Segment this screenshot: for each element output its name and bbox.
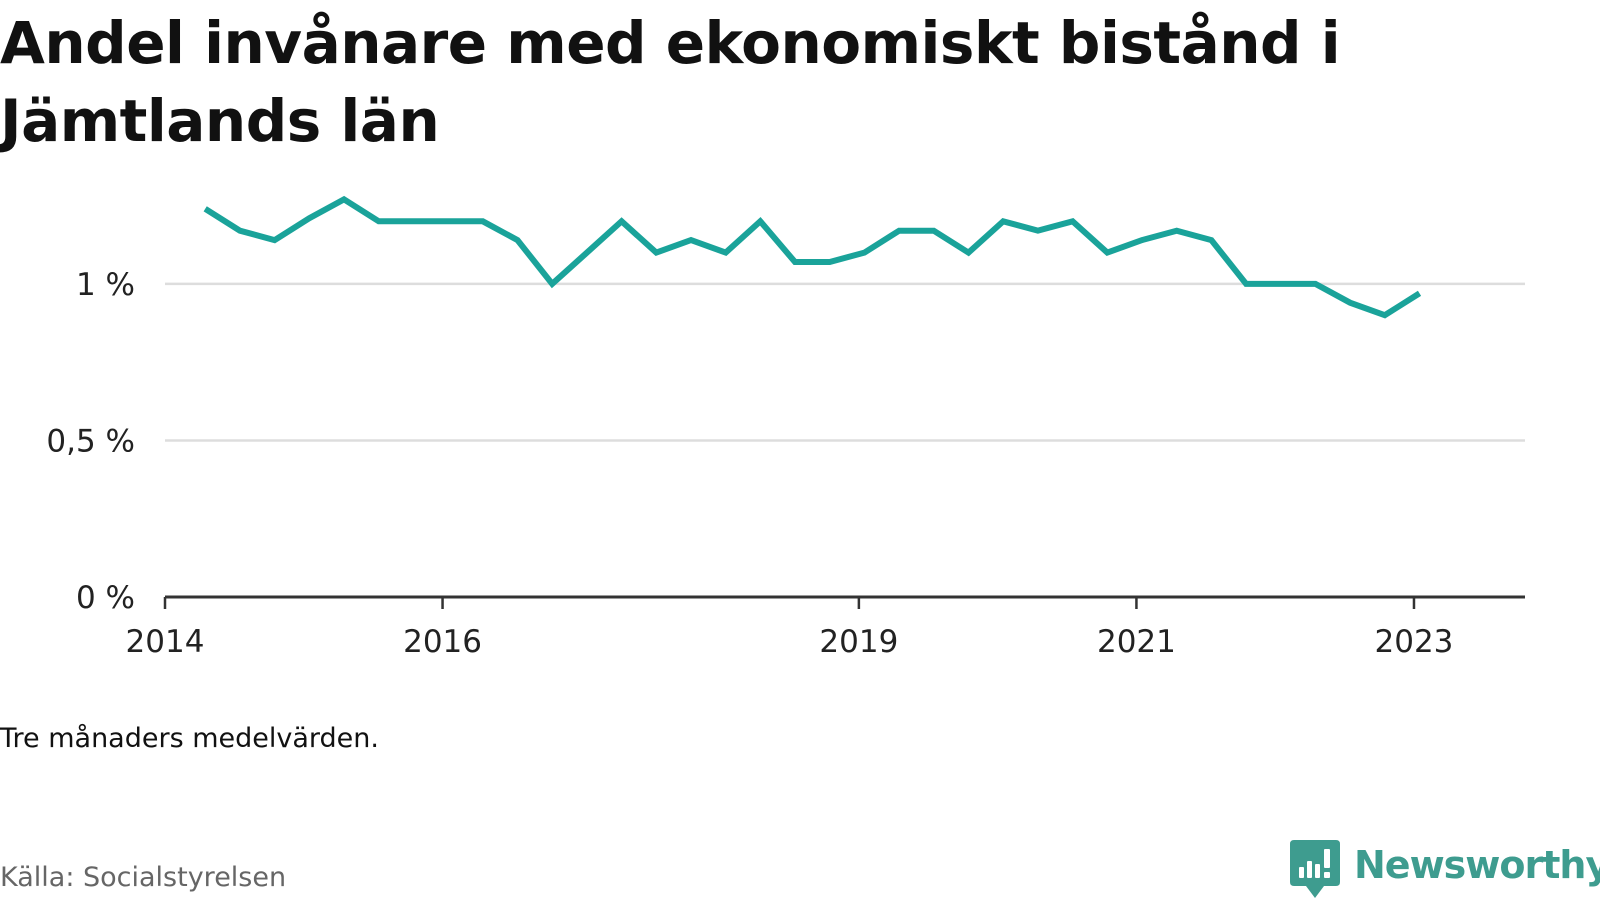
series-line bbox=[203, 195, 1422, 319]
x-tick-label: 2016 bbox=[403, 624, 482, 660]
chart-title: Andel invånare med ekonomiskt bistånd i … bbox=[0, 9, 1341, 155]
x-tick-label: 2014 bbox=[126, 624, 205, 660]
source-credit: Källa: Socialstyrelsen bbox=[0, 862, 287, 893]
grid-lines bbox=[165, 282, 1525, 442]
y-tick-label: 1 % bbox=[76, 267, 135, 303]
x-tick-label: 2019 bbox=[819, 624, 898, 660]
logo-text: Newsworthy bbox=[1354, 843, 1600, 887]
newsworthy-logo-icon bbox=[1290, 840, 1340, 898]
y-tick-label: 0,5 % bbox=[46, 423, 135, 459]
newsworthy-logo: Newsworthy bbox=[1290, 840, 1600, 902]
x-axis: 2014 2016 2019 2021 2023 bbox=[126, 595, 1525, 660]
series-layer bbox=[203, 195, 1422, 319]
x-tick-label: 2021 bbox=[1097, 624, 1176, 660]
y-axis-labels: 0 % 0,5 % 1 % bbox=[46, 267, 135, 616]
line-chart: 0 % 0,5 % 1 % 2014 2016 2019 2021 2023 bbox=[46, 195, 1525, 660]
y-tick-label: 0 % bbox=[76, 580, 135, 616]
x-tick-label: 2023 bbox=[1375, 624, 1454, 660]
chart-note: Tre månaders medelvärden. bbox=[0, 723, 379, 754]
